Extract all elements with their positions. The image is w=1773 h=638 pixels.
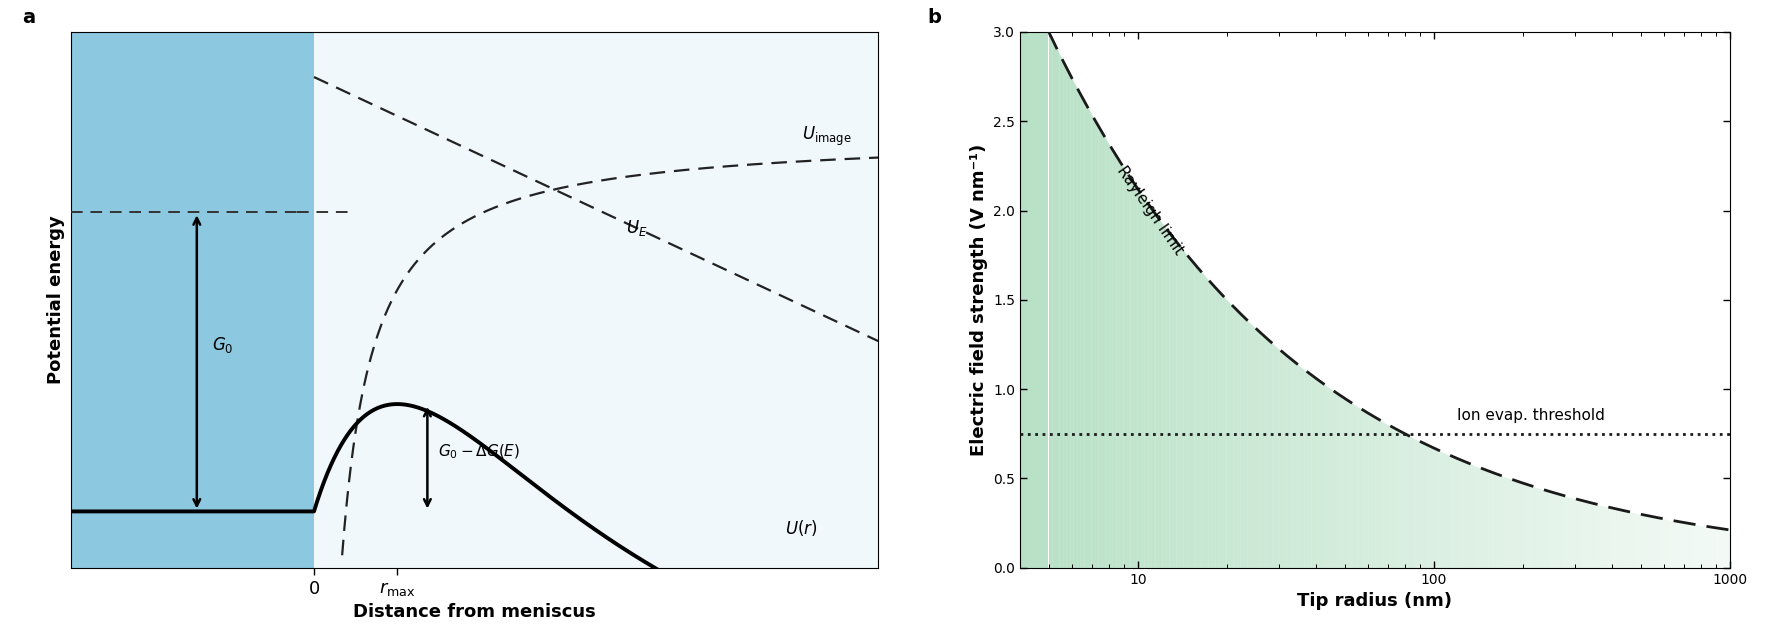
- Y-axis label: Potential energy: Potential energy: [48, 216, 66, 384]
- Bar: [314, 32, 878, 568]
- Y-axis label: Electric field strength (V nm⁻¹): Electric field strength (V nm⁻¹): [970, 144, 988, 456]
- Text: b: b: [927, 8, 941, 27]
- Text: $G_0$: $G_0$: [213, 335, 234, 355]
- Text: $U_{\mathrm{image}}$: $U_{\mathrm{image}}$: [801, 124, 851, 148]
- X-axis label: Distance from meniscus: Distance from meniscus: [353, 603, 596, 621]
- Text: a: a: [23, 8, 35, 27]
- Text: $U_E$: $U_E$: [626, 218, 647, 237]
- Text: $G_0 - \Delta G(E)$: $G_0 - \Delta G(E)$: [438, 443, 519, 461]
- Text: Rayleigh limit: Rayleigh limit: [1113, 163, 1186, 258]
- X-axis label: Tip radius (nm): Tip radius (nm): [1296, 592, 1452, 610]
- Text: Ion evap. threshold: Ion evap. threshold: [1456, 408, 1605, 423]
- Text: $U(r)$: $U(r)$: [784, 518, 817, 538]
